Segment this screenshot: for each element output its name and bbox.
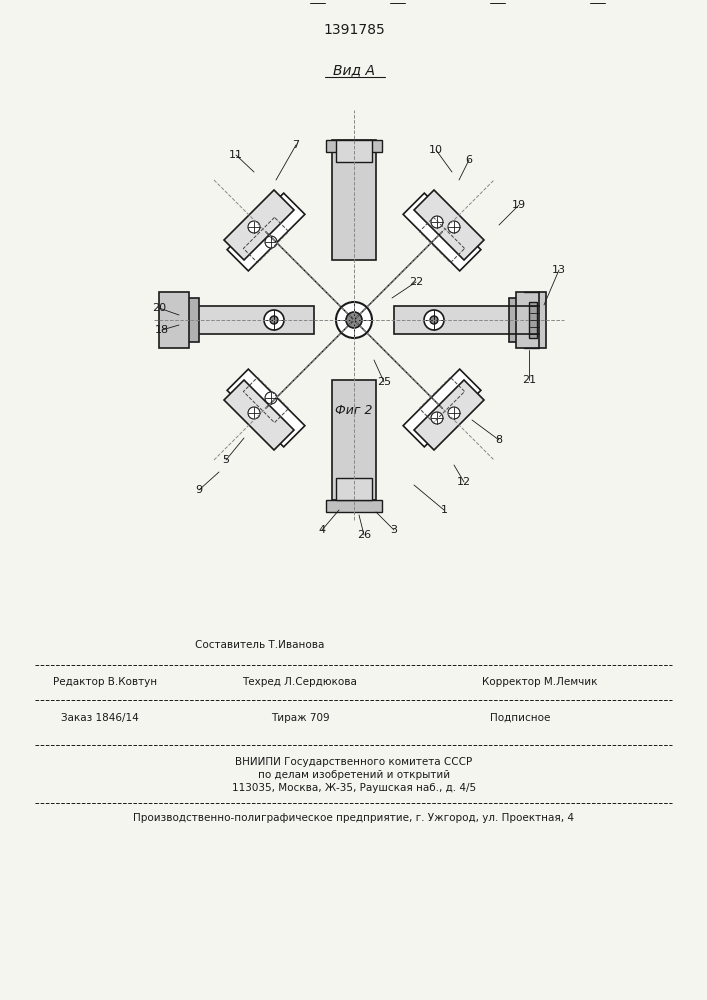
Circle shape	[431, 412, 443, 424]
Circle shape	[248, 221, 260, 233]
Polygon shape	[403, 369, 481, 447]
Text: Редактор В.Ковтун: Редактор В.Ковтун	[53, 677, 157, 687]
Text: 9: 9	[195, 485, 203, 495]
Bar	[332, 140, 376, 260]
Text: 8: 8	[496, 435, 503, 445]
Circle shape	[336, 302, 372, 338]
Bar	[332, 380, 376, 500]
Text: 3: 3	[390, 525, 397, 535]
Text: 19: 19	[512, 200, 526, 210]
Text: 13: 13	[552, 265, 566, 275]
Circle shape	[424, 310, 444, 330]
Text: 1391785: 1391785	[323, 23, 385, 37]
Text: 20: 20	[152, 303, 166, 313]
Text: 113035, Москва, Ж-35, Раушская наб., д. 4/5: 113035, Москва, Ж-35, Раушская наб., д. …	[232, 783, 476, 793]
Text: 21: 21	[522, 375, 536, 385]
Circle shape	[264, 310, 284, 330]
Bar	[326, 500, 382, 512]
Text: Корректор М.Лемчик: Корректор М.Лемчик	[482, 677, 597, 687]
Text: по делам изобретений и открытий: по делам изобретений и открытий	[258, 770, 450, 780]
Circle shape	[270, 316, 278, 324]
Polygon shape	[414, 380, 484, 450]
Polygon shape	[403, 193, 481, 271]
Circle shape	[430, 316, 438, 324]
Polygon shape	[224, 380, 294, 450]
Bar	[394, 306, 524, 334]
Text: 25: 25	[377, 377, 391, 387]
Bar	[509, 298, 529, 342]
Polygon shape	[227, 193, 305, 271]
Text: Составитель Т.Иванова: Составитель Т.Иванова	[195, 640, 325, 650]
Bar	[326, 140, 382, 152]
Text: 10: 10	[429, 145, 443, 155]
Circle shape	[431, 216, 443, 228]
Text: ВНИИПИ Государственного комитета СССР: ВНИИПИ Государственного комитета СССР	[235, 757, 472, 767]
Bar	[336, 140, 372, 162]
Text: 22: 22	[409, 277, 423, 287]
Circle shape	[248, 407, 260, 419]
Text: Заказ 1846/14: Заказ 1846/14	[61, 713, 139, 723]
Text: 1: 1	[440, 505, 448, 515]
Text: Вид А: Вид А	[333, 63, 375, 77]
Text: 12: 12	[457, 477, 471, 487]
Bar	[159, 292, 189, 348]
Text: Фиг 2: Фиг 2	[335, 403, 373, 416]
Text: 5: 5	[223, 455, 230, 465]
Circle shape	[448, 407, 460, 419]
Text: Тираж 709: Тираж 709	[271, 713, 329, 723]
Text: 7: 7	[293, 140, 300, 150]
Circle shape	[448, 221, 460, 233]
Text: Техред Л.Сердюкова: Техред Л.Сердюкова	[243, 677, 358, 687]
Bar	[529, 302, 537, 338]
Polygon shape	[414, 190, 484, 260]
Bar	[184, 306, 314, 334]
Bar	[336, 478, 372, 500]
Text: 26: 26	[357, 530, 371, 540]
Circle shape	[346, 312, 362, 328]
Text: 6: 6	[465, 155, 472, 165]
Circle shape	[265, 392, 277, 404]
Text: 4: 4	[318, 525, 325, 535]
Text: Подписное: Подписное	[490, 713, 550, 723]
Text: 11: 11	[229, 150, 243, 160]
Circle shape	[265, 236, 277, 248]
Polygon shape	[227, 369, 305, 447]
Bar	[179, 298, 199, 342]
Text: Производственно-полиграфическое предприятие, г. Ужгород, ул. Проектная, 4: Производственно-полиграфическое предприя…	[134, 813, 575, 823]
Bar	[516, 292, 546, 348]
Polygon shape	[224, 190, 294, 260]
Text: 18: 18	[155, 325, 169, 335]
